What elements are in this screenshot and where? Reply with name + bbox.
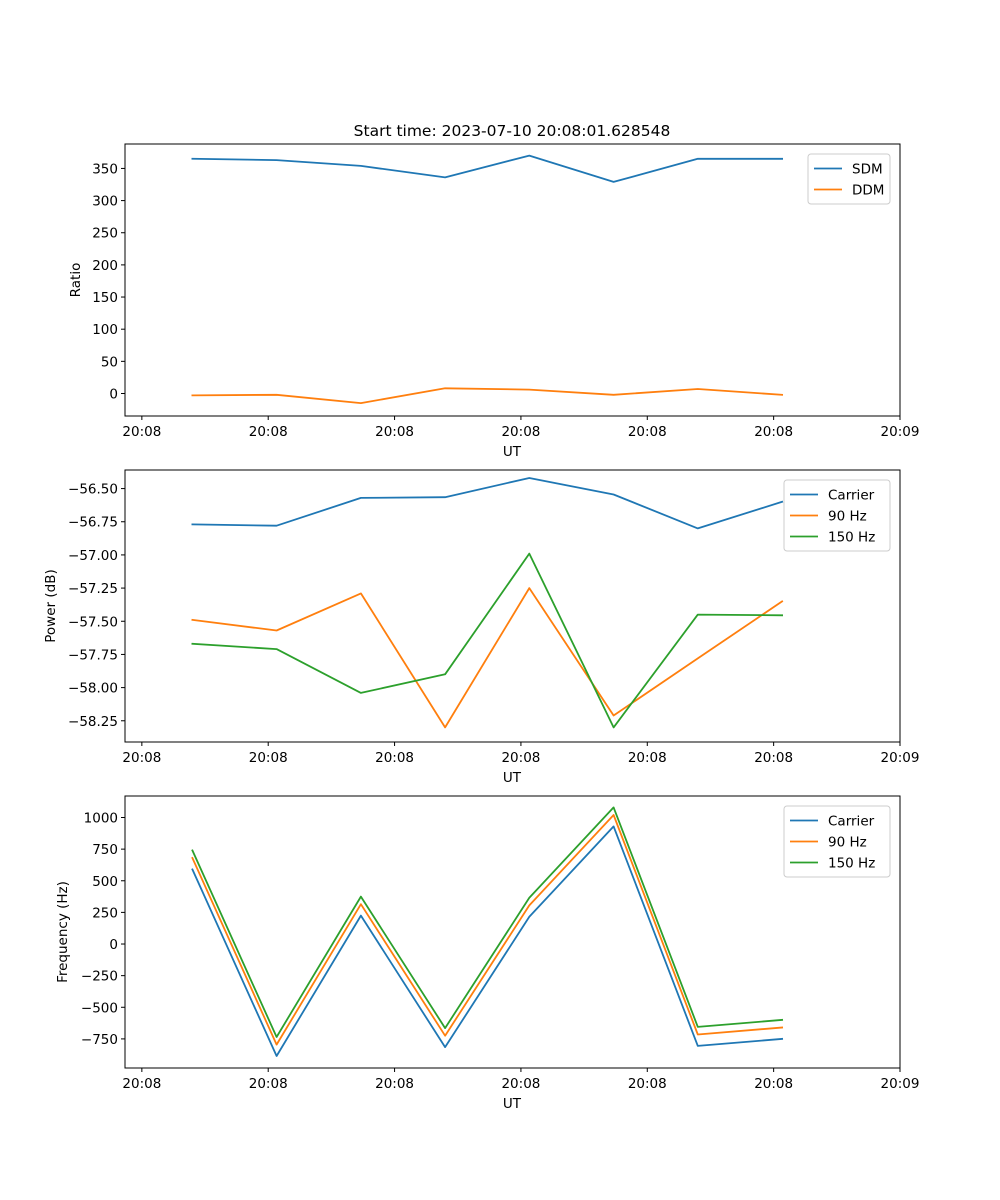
y-tick-label: 100 [92,322,118,338]
y-tick-label: −58.25 [68,714,118,730]
series-line-carrier [191,477,784,530]
y-tick-label: 0 [109,937,118,953]
y-axis-label: Ratio [68,263,84,298]
y-tick-label: −750 [81,1032,118,1048]
y-tick-label: 750 [92,842,118,858]
y-tick-label: 50 [101,354,118,370]
legend: Carrier 90 Hz 150 Hz [783,805,891,878]
series-line-sdm [191,154,783,183]
y-axis-label: Frequency (Hz) [55,881,71,983]
chart-title: Start time: 2023-07-10 20:08:01.628548 [354,122,671,140]
legend-label: Carrier [828,814,875,830]
y-tick-label: 1000 [84,811,118,827]
x-tick-label: 20:09 [881,1076,920,1092]
x-tick-label: 20:08 [501,424,540,440]
y-tick-label: −57.25 [68,581,118,597]
y-tick-label: −58.00 [68,681,118,697]
frequency-panel: Frequency (Hz) UT 20:08 20:08 20:08 20:08 20… [55,795,920,1112]
y-tick-label: 150 [92,290,118,306]
x-axis-label: UT [503,1096,522,1112]
series-line-carrier [191,825,784,1057]
y-tick-label: 250 [92,226,118,242]
x-tick-label: 20:08 [249,1076,288,1092]
y-tick-label: −57.75 [68,647,118,663]
x-tick-label: 20:08 [754,750,793,766]
legend-box [783,805,891,878]
series-line-ddm [191,387,784,405]
legend-label: DDM [852,183,884,199]
legend-label: 90 Hz [828,835,867,851]
series-line-90-hz [191,814,784,1046]
x-tick-label: 20:08 [501,750,540,766]
power-panel: Power (dB) UT 20:08 20:08 20:08 20:08 20:08 2… [43,469,920,786]
series-line-150-hz [191,806,784,1038]
x-tick-label: 20:08 [375,1076,414,1092]
x-tick-label: 20:08 [249,424,288,440]
legend: SDM DDM [807,153,891,205]
x-tick-label: 20:09 [881,424,920,440]
y-tick-label: −500 [81,1000,118,1016]
x-tick-label: 20:08 [375,424,414,440]
y-tick-label: −57.00 [68,548,118,564]
y-tick-label: −56.50 [68,482,118,498]
legend-label: SDM [852,162,883,178]
legend-label: 90 Hz [828,509,867,525]
x-tick-label: 20:08 [628,424,667,440]
y-tick-label: 350 [92,161,118,177]
legend-label: Carrier [828,488,875,504]
x-axis-label: UT [503,444,522,460]
legend-box [807,153,891,205]
x-tick-label: 20:08 [375,750,414,766]
axes-frame [124,795,901,1069]
y-tick-label: 200 [92,258,118,274]
x-tick-label: 20:09 [881,750,920,766]
x-tick-label: 20:08 [628,1076,667,1092]
legend-label: 150 Hz [828,530,875,546]
axes-frame [124,143,901,417]
series-line-150-hz [191,552,784,729]
axes-frame [124,469,901,743]
x-tick-label: 20:08 [628,750,667,766]
y-tick-label: −250 [81,969,118,985]
x-tick-label: 20:08 [754,424,793,440]
x-axis-label: UT [503,770,522,786]
y-tick-label: −57.50 [68,614,118,630]
x-tick-label: 20:08 [122,424,161,440]
x-tick-label: 20:08 [249,750,288,766]
y-tick-label: 300 [92,194,118,210]
y-tick-label: 0 [109,386,118,402]
legend-box [783,479,891,552]
x-tick-label: 20:08 [501,1076,540,1092]
legend: Carrier 90 Hz 150 Hz [783,479,891,552]
x-tick-label: 20:08 [122,1076,161,1092]
x-tick-label: 20:08 [122,750,161,766]
y-tick-label: 250 [92,905,118,921]
x-tick-label: 20:08 [754,1076,793,1092]
y-axis-label: Power (dB) [43,569,59,642]
ratio-panel: Start time: 2023-07-10 20:08:01.628548 R… [68,122,919,460]
series-line-90-hz [191,587,784,729]
y-tick-label: −56.75 [68,515,118,531]
legend-label: 150 Hz [828,856,875,872]
y-tick-label: 500 [92,874,118,890]
